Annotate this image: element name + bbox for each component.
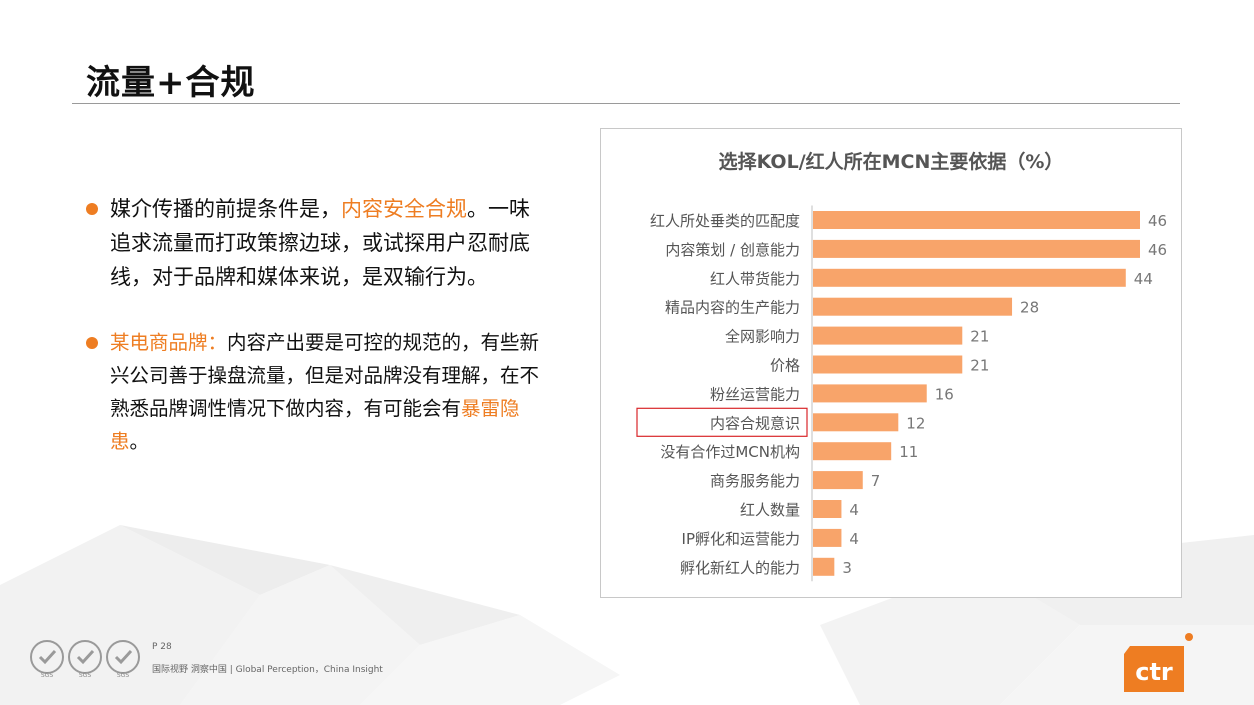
bullet-text-part: 内容产出要是可控的规范的，有些新兴公司善于操盘流量，但是对品牌没有理解，在不熟悉…	[110, 331, 540, 420]
data-label: 28	[1020, 299, 1039, 317]
data-label: 3	[842, 559, 852, 577]
category-label: 红人带货能力	[710, 270, 800, 288]
ctr-logo: ctr	[1124, 633, 1193, 692]
category-label: 全网影响力	[725, 328, 800, 346]
bullet-text-part: 。	[129, 430, 150, 453]
bar	[813, 557, 835, 576]
seal-label: SGS	[79, 672, 91, 679]
category-label: IP孵化和运营能力	[682, 530, 800, 548]
page-number: P 28	[152, 642, 172, 652]
category-label: 精品内容的生产能力	[665, 299, 800, 317]
seal-label: SGS	[41, 672, 53, 679]
bar	[813, 528, 842, 547]
bar	[813, 500, 842, 518]
sgs-seal-icon	[30, 640, 64, 674]
category-label: 红人数量	[740, 501, 800, 519]
category-label: 没有合作过MCN机构	[660, 443, 800, 461]
category-label: 价格	[770, 357, 800, 375]
footer-tagline: 国际视野 洞察中国 | Global Perception，China Insi…	[152, 665, 383, 675]
bar	[813, 239, 1140, 258]
bar	[813, 471, 863, 490]
page-title: 流量+合规	[86, 63, 256, 103]
data-label: 4	[849, 530, 859, 548]
data-label: 12	[906, 414, 925, 432]
bar	[813, 413, 899, 432]
bar	[813, 326, 963, 345]
data-label: 44	[1134, 270, 1153, 288]
data-label: 21	[970, 357, 989, 375]
data-label: 16	[935, 385, 954, 403]
bullet-list: 媒介传播的前提条件是，内容安全合规。一味追求流量而打政策擦边球，或试探用户忍耐底…	[86, 192, 546, 458]
bullet-highlight: 内容安全合规	[341, 197, 467, 221]
chart-title: 选择KOL/红人所在MCN主要依据（%）	[718, 151, 1064, 173]
bar	[813, 355, 963, 374]
data-label: 4	[849, 501, 859, 519]
category-label: 商务服务能力	[710, 472, 800, 490]
sgs-seal-icon	[106, 640, 140, 674]
bar	[813, 442, 892, 461]
seal-label: SGS	[117, 672, 129, 679]
category-label: 孵化新红人的能力	[680, 559, 800, 577]
bar	[813, 384, 927, 403]
bar	[813, 211, 1140, 229]
bar	[813, 268, 1126, 287]
bullet-text-part: 媒介传播的前提条件是，	[110, 197, 341, 221]
bullet-highlight: 某电商品牌：	[110, 331, 228, 354]
category-label: 内容策划 / 创意能力	[665, 241, 800, 259]
data-label: 21	[970, 328, 989, 346]
bullet-text: 某电商品牌：内容产出要是可控的规范的，有些新兴公司善于操盘流量，但是对品牌没有理…	[110, 326, 540, 458]
chart-panel: 选择KOL/红人所在MCN主要依据（%） 红人所处垂类的匹配度 46 内容策划 / …	[600, 128, 1182, 598]
logo-text: ctr	[1135, 658, 1173, 686]
bar	[813, 297, 1013, 316]
bullet-dot-icon	[86, 203, 98, 215]
category-label: 红人所处垂类的匹配度	[650, 212, 800, 230]
bullet-item: 媒介传播的前提条件是，内容安全合规。一味追求流量而打政策擦边球，或试探用户忍耐底…	[86, 192, 546, 294]
bullet-text: 媒介传播的前提条件是，内容安全合规。一味追求流量而打政策擦边球，或试探用户忍耐底…	[110, 192, 540, 294]
bullet-dot-icon	[86, 337, 98, 349]
bullet-highlight: 暴雷隐患	[110, 397, 520, 453]
bullet-item: 某电商品牌：内容产出要是可控的规范的，有些新兴公司善于操盘流量，但是对品牌没有理…	[86, 326, 546, 458]
category-label: 内容合规意识	[710, 414, 800, 432]
certification-seals: SGS SGS SGS	[30, 640, 140, 679]
bullet-text-part: 。一味追求流量而打政策擦边球，或试探用户忍耐底线，对于品牌和媒体来说，是双输行为…	[110, 197, 530, 289]
category-label: 粉丝运营能力	[710, 385, 800, 403]
data-label: 46	[1148, 241, 1167, 259]
data-label: 7	[871, 472, 881, 490]
data-label: 11	[899, 443, 918, 461]
background-polygon-decoration	[0, 525, 1254, 705]
data-label: 46	[1148, 212, 1167, 230]
highlight-box	[636, 407, 808, 437]
title-divider	[72, 103, 1180, 104]
sgs-seal-icon	[68, 640, 102, 674]
